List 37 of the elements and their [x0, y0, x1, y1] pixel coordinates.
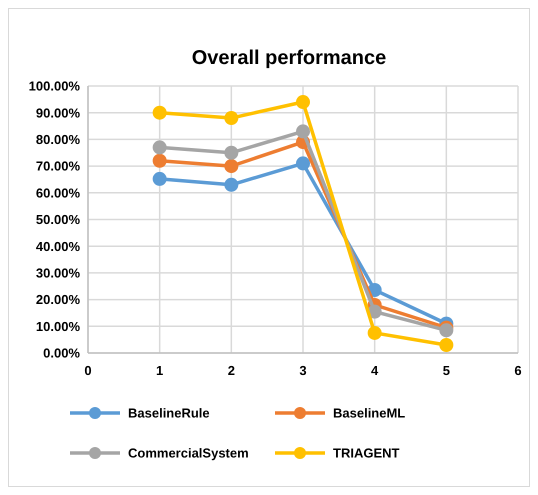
y-tick-label: 90.00% — [36, 105, 80, 120]
chart-title: Overall performance — [192, 47, 386, 69]
y-tick-label: 100.00% — [28, 78, 80, 94]
point — [296, 124, 310, 138]
x-tick-label: 1 — [156, 363, 164, 378]
point — [439, 338, 454, 352]
y-tick-label: 80.00% — [36, 132, 80, 147]
y-tick-label: 30.00% — [36, 265, 80, 280]
point — [296, 95, 310, 110]
point — [439, 323, 454, 338]
y-tick-label: 50.00% — [36, 212, 80, 228]
point — [224, 178, 238, 192]
x-tick-label: 2 — [228, 363, 235, 378]
point — [368, 326, 382, 340]
x-tick-label: 0 — [84, 363, 92, 378]
x-tick-label: 3 — [299, 363, 307, 378]
point — [152, 154, 167, 168]
x-tick-label: 5 — [442, 363, 450, 378]
y-tick-label: 60.00% — [36, 185, 80, 200]
point — [224, 111, 238, 126]
y-tick-label: 20.00% — [36, 292, 80, 308]
legend-label: BaselineRule — [128, 406, 210, 421]
y-tick-label: 40.00% — [36, 238, 80, 254]
legend-label: CommercialSystem — [128, 446, 249, 461]
y-tick-label: 10.00% — [36, 318, 80, 334]
x-tick-label: 4 — [371, 363, 380, 378]
legend-label: TRIAGENT — [333, 446, 400, 461]
y-tick-label: 0.00% — [43, 346, 80, 361]
y-tick-label: 70.00% — [36, 158, 80, 174]
point — [152, 106, 167, 120]
point — [296, 156, 310, 170]
point — [224, 159, 238, 174]
legend-label: BaselineML — [333, 406, 406, 421]
point — [152, 172, 167, 186]
point — [224, 146, 238, 160]
x-tick-label: 6 — [514, 363, 522, 378]
point — [152, 140, 167, 154]
